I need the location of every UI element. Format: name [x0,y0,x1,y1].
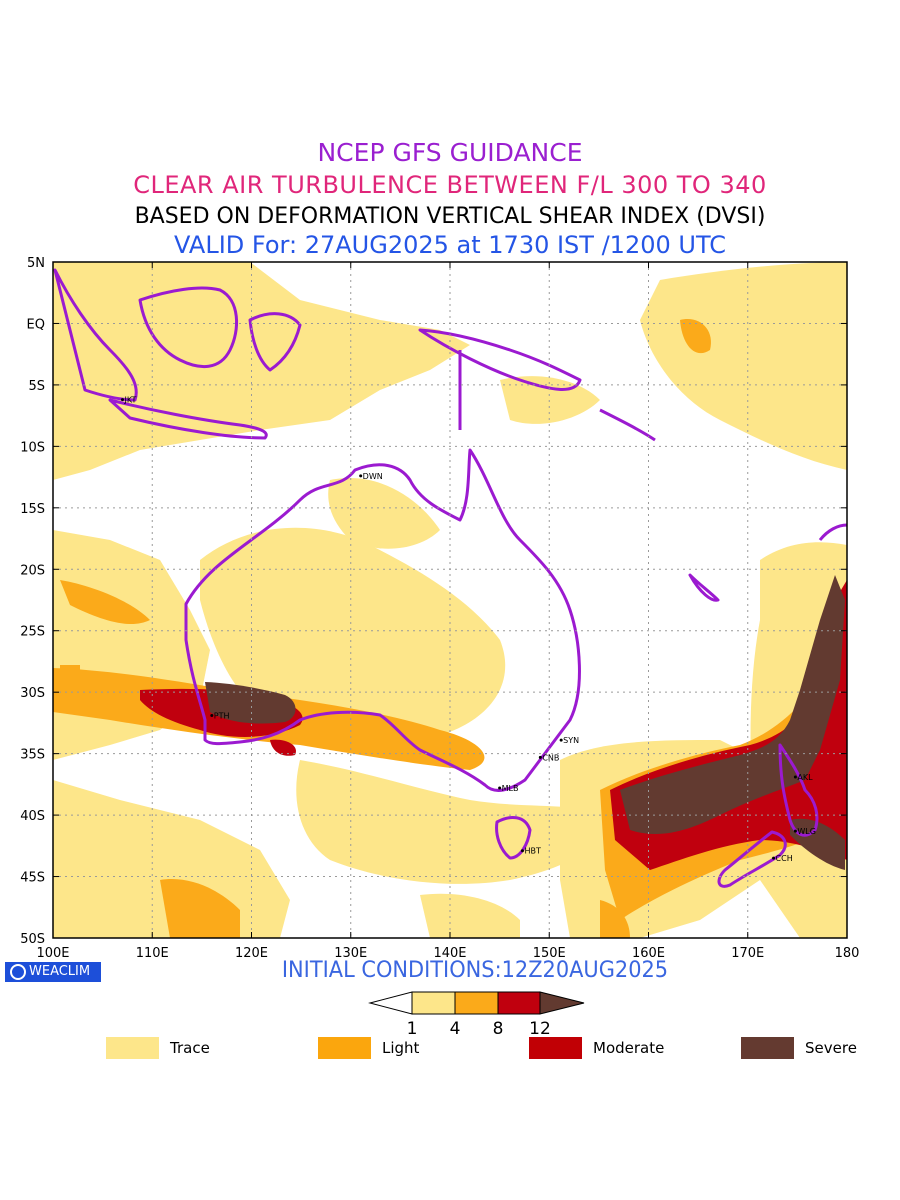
lat-label: 25S [20,625,45,640]
legend-severe-swatch [741,1037,794,1059]
lat-label: 40S [20,809,45,824]
city-label: CNB [542,753,559,762]
lat-label: 5S [28,379,45,394]
lon-label: 180 [835,946,860,961]
lon-label: 170E [731,946,764,961]
legend-trace-swatch [106,1037,159,1059]
city-label: PTH [214,712,230,721]
colorbar-tick-label: 4 [450,1019,461,1039]
axis-ticks [52,261,848,939]
logo-circle-icon [10,964,26,980]
city-label: HBT [524,847,541,856]
lon-label: 110E [136,946,169,961]
lat-label: EQ [27,317,45,332]
city-marker [210,714,214,718]
city-label: JKT [123,396,136,405]
legend-moderate-swatch [529,1037,582,1059]
weaclim-logo: WEACLIM [5,962,101,982]
city-marker [793,775,797,779]
city-marker [120,398,124,402]
title-line-2: CLEAR AIR TURBULENCE BETWEEN F/L 300 TO … [133,171,767,199]
city-label: SYN [563,736,579,745]
legend-light-label: Light [382,1039,420,1057]
lat-label: 10S [20,440,45,455]
lat-label: 20S [20,563,45,578]
legend-light-swatch [318,1037,371,1059]
city-marker [559,738,563,742]
colorbar-tick-label: 8 [493,1019,504,1039]
city-marker [772,856,776,860]
lon-label: 140E [433,946,466,961]
legend-trace-label: Trace [170,1039,210,1057]
title-line-3: BASED ON DEFORMATION VERTICAL SHEAR INDE… [134,204,766,229]
legend-moderate-label: Moderate [593,1039,665,1057]
city-marker [520,849,524,853]
city-marker [793,829,797,833]
lon-label: 100E [36,946,69,961]
turbulence-map: 5N EQ 5S 10S 15S 20S 25S 30S 35S 40S 45S 50S 100E 11… [20,256,859,961]
coastlines [53,268,847,888]
lon-label: 150E [533,946,566,961]
valid-time: VALID For: 27AUG2025 at 1730 IST /1200 U… [174,231,726,259]
colorbar-tick-label: 1 [407,1019,418,1039]
lat-label: 30S [20,686,45,701]
map-grid [53,262,847,938]
city-marker [498,786,502,790]
colorbar-tick-label: 12 [529,1019,551,1039]
title-line-1: NCEP GFS GUIDANCE [317,138,583,167]
longitude-labels: 100E 110E 120E 130E 140E 150E 160E 170E 180 [36,946,859,961]
lat-label: 45S [20,871,45,886]
city-marker [538,755,542,759]
legend-severe-label: Severe [805,1039,857,1057]
latitude-labels: 5N EQ 5S 10S 15S 20S 25S 30S 35S 40S 45S 50S [20,256,45,947]
lon-label: 130E [334,946,367,961]
lat-label: 5N [27,256,45,271]
city-label: AKL [797,773,813,782]
city-labels: JKT DWN PTH SYN CNB MLB HBT AKL WLG CCH [120,396,816,863]
city-label: MLB [502,784,519,793]
lon-label: 120E [235,946,268,961]
city-label: DWN [363,472,383,481]
city-marker [359,474,363,478]
colorbar-ticks: 1 4 8 12 [407,1019,551,1039]
lon-label: 160E [632,946,665,961]
city-label: CCH [776,854,793,863]
weaclim-label: WEACLIM [29,964,91,979]
lat-label: 50S [20,932,45,947]
initial-conditions: INITIAL CONDITIONS:12Z20AUG2025 [281,958,669,983]
city-label: WLG [797,827,816,836]
lat-label: 35S [20,748,45,763]
lat-label: 15S [20,502,45,517]
